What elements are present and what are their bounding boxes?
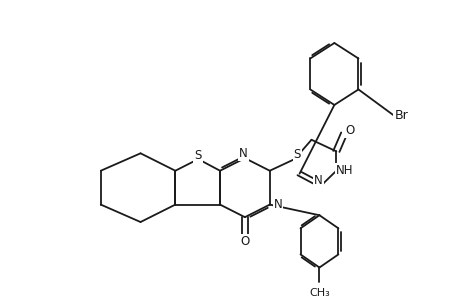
Text: N: N: [238, 147, 247, 160]
Text: S: S: [194, 149, 202, 162]
Text: O: O: [240, 236, 249, 248]
Text: O: O: [344, 124, 353, 136]
Text: N: N: [273, 198, 282, 211]
Text: Br: Br: [393, 109, 407, 122]
Text: NH: NH: [335, 164, 353, 177]
Text: S: S: [293, 148, 300, 161]
Text: CH₃: CH₃: [308, 288, 329, 298]
Text: N: N: [313, 174, 322, 187]
